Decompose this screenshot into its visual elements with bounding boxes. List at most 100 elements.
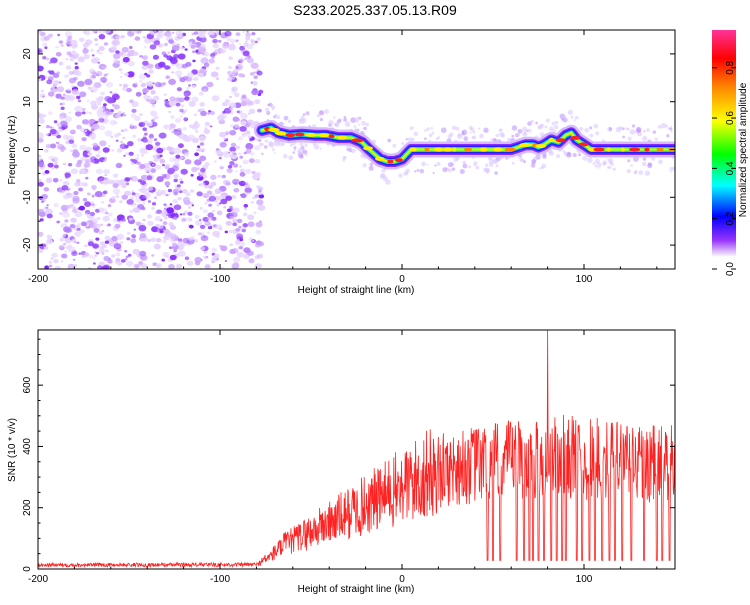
noise-speck [51,158,55,162]
noise-speck [59,237,65,242]
noise-speck [53,80,60,85]
noise-speck [229,216,234,220]
figure-title: S233.2025.337.05.13.R09 [293,2,457,18]
ridge-halo [551,121,556,126]
ridge-halo [489,163,494,167]
noise-speck [177,53,186,60]
noise-speck [162,240,167,243]
noise-speck [81,111,86,115]
ridge-halo [343,116,347,119]
ridge-halo [545,118,550,123]
noise-speck [58,128,63,133]
noise-speck [184,159,192,165]
ridge-halo [288,155,294,161]
noise-speck [255,137,260,141]
noise-speck [62,180,70,186]
noise-speck [242,133,245,136]
noise-speck [85,111,89,114]
noise-speck [163,203,167,207]
ridge-halo [578,153,581,157]
noise-speck [102,66,106,69]
ridge-halo [268,102,273,107]
y-tick-label: 0 [22,146,33,152]
noise-speck [68,111,72,114]
noise-speck [171,45,180,52]
noise-speck [156,238,162,243]
noise-speck [245,148,252,154]
noise-speck [124,249,128,253]
noise-speck [62,134,70,140]
noise-speck [114,240,118,244]
noise-speck [141,65,148,70]
noise-speck [233,68,239,73]
noise-speck [104,240,109,244]
noise-speck [130,113,137,118]
noise-speck [216,210,223,216]
ridge-halo [642,157,647,161]
noise-speck [211,95,220,102]
ridge-halo [305,111,310,116]
noise-speck [194,159,202,166]
noise-speck [144,72,148,76]
noise-speck [101,265,110,269]
noise-speck [154,216,162,222]
noise-speck [70,217,77,223]
ridge-halo [542,154,547,159]
noise-speck [53,161,58,165]
noise-speck [97,150,101,153]
ridge-halo [263,145,267,149]
noise-speck [111,254,116,258]
noise-speck [95,97,103,103]
noise-speck [62,162,67,166]
noise-speck [245,143,254,150]
noise-speck [241,228,246,233]
noise-speck [100,91,105,96]
noise-speck [156,147,164,154]
noise-speck [53,164,59,169]
noise-speck [193,76,199,81]
noise-speck [179,180,184,184]
noise-speck [133,228,136,231]
noise-speck [173,147,182,155]
noise-speck [172,199,179,204]
noise-speck [167,51,171,55]
noise-speck [142,36,146,39]
noise-speck [143,95,150,101]
noise-speck [224,30,232,37]
noise-speck [38,231,44,237]
ridge-halo [407,137,413,143]
ridge-halo [630,164,633,167]
noise-speck [58,245,63,249]
noise-speck [207,31,212,36]
noise-speck [84,130,87,133]
noise-speck [253,211,257,215]
noise-speck [100,76,108,83]
noise-speck [114,223,121,229]
noise-speck [226,182,231,186]
noise-speck [137,262,143,266]
noise-speck [139,79,143,83]
noise-speck [60,253,68,259]
noise-speck [151,119,155,122]
noise-speck [221,116,225,119]
noise-speck [175,102,181,107]
noise-speck [142,60,149,66]
noise-speck [79,168,86,174]
noise-speck [127,141,134,147]
noise-speck [187,237,193,241]
ridge-hotspot [336,135,348,140]
ridge-hotspot [629,147,641,152]
ridge-halo [283,115,289,121]
ridge-hotspot [409,147,418,152]
noise-speck [53,258,59,264]
noise-speck [186,260,194,266]
ridge-halo [293,146,297,150]
noise-speck [192,50,196,53]
noise-speck [162,221,168,226]
noise-speck [100,208,108,214]
noise-speck [226,37,232,42]
ridge-halo [562,150,566,153]
ridge-hotspot [593,147,605,152]
